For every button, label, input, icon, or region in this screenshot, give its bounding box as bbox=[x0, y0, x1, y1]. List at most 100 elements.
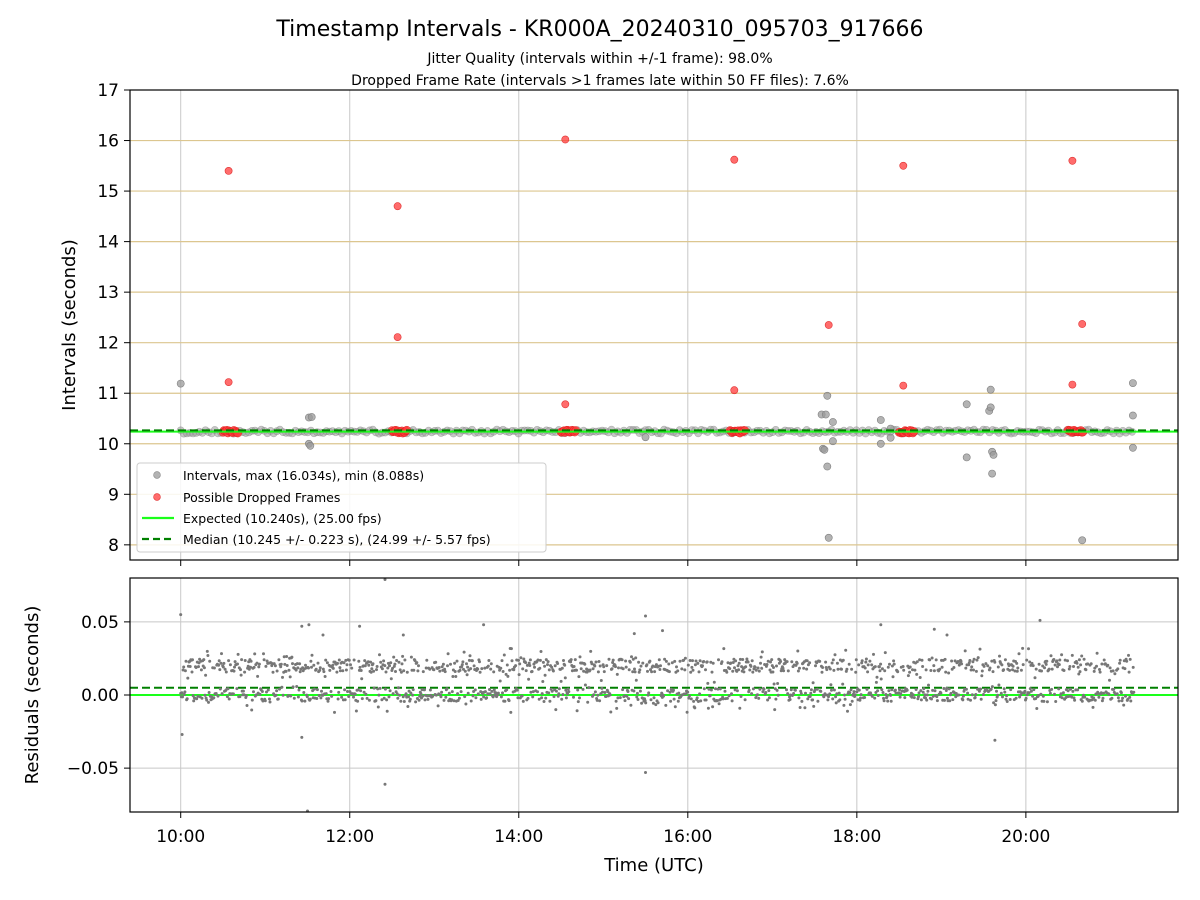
interval-point bbox=[989, 450, 998, 459]
residual-point bbox=[1063, 658, 1067, 662]
residual-point bbox=[265, 659, 269, 663]
residual-point bbox=[709, 688, 713, 692]
residual-point bbox=[1080, 699, 1084, 703]
residual-point bbox=[628, 660, 632, 664]
interval-point bbox=[962, 453, 971, 462]
residual-point bbox=[547, 691, 551, 695]
residual-point bbox=[501, 691, 504, 695]
residual-point bbox=[1115, 692, 1119, 696]
residual-point bbox=[870, 694, 874, 698]
residual-point bbox=[633, 667, 636, 671]
residual-point bbox=[626, 690, 630, 693]
residual-point bbox=[631, 670, 635, 674]
residual-point bbox=[396, 686, 400, 690]
residual-point bbox=[290, 655, 294, 659]
residual-point bbox=[546, 663, 549, 667]
residual-point bbox=[312, 663, 316, 667]
residual-point bbox=[1016, 666, 1020, 670]
residual-point bbox=[550, 689, 554, 693]
residual-point bbox=[994, 699, 998, 703]
residual-point bbox=[446, 652, 450, 656]
residual-point bbox=[710, 670, 714, 674]
residual-point bbox=[1024, 696, 1028, 700]
residual-point bbox=[855, 690, 859, 694]
residual-point bbox=[1097, 695, 1101, 699]
residual-point bbox=[326, 699, 330, 703]
residual-point bbox=[232, 669, 236, 673]
residual-point bbox=[533, 665, 536, 669]
residual-point bbox=[1072, 665, 1075, 668]
residual-point bbox=[463, 669, 467, 673]
residual-point bbox=[296, 666, 300, 670]
residual-point bbox=[183, 690, 187, 694]
residual-point bbox=[196, 694, 200, 698]
residual-point bbox=[707, 687, 711, 691]
intervals-y-tick-label: 9 bbox=[108, 485, 119, 505]
residual-point bbox=[631, 657, 635, 661]
residual-point bbox=[993, 660, 997, 664]
residual-point bbox=[303, 699, 307, 703]
residual-point bbox=[228, 663, 232, 667]
residual-point bbox=[652, 696, 656, 700]
residual-point bbox=[635, 695, 639, 699]
residual-point bbox=[365, 696, 369, 700]
residual-point bbox=[1029, 689, 1033, 693]
residual-point bbox=[377, 693, 381, 697]
residual-point bbox=[195, 697, 199, 701]
residual-point bbox=[294, 668, 298, 672]
residual-point bbox=[582, 669, 586, 673]
chart-subtitle-dropped: Dropped Frame Rate (intervals >1 frames … bbox=[351, 73, 849, 89]
residual-point bbox=[325, 661, 329, 665]
residual-point bbox=[559, 679, 563, 683]
residual-point bbox=[536, 658, 540, 662]
residual-point bbox=[863, 666, 867, 670]
residual-point bbox=[673, 705, 677, 709]
residual-point bbox=[1054, 700, 1058, 703]
residual-point bbox=[457, 696, 461, 700]
residual-point bbox=[1043, 666, 1046, 670]
residual-point bbox=[762, 687, 766, 691]
residual-point bbox=[564, 696, 568, 700]
residual-point bbox=[220, 692, 224, 696]
residual-point bbox=[416, 669, 420, 673]
residual-point bbox=[648, 659, 652, 663]
residual-point bbox=[644, 701, 648, 705]
residual-point bbox=[300, 735, 304, 739]
residual-point bbox=[379, 660, 383, 664]
interval-point bbox=[988, 469, 996, 478]
residual-point bbox=[480, 667, 484, 671]
residual-point bbox=[515, 688, 519, 692]
residual-point bbox=[719, 697, 723, 701]
residual-point bbox=[1015, 661, 1019, 665]
residual-point bbox=[550, 665, 554, 669]
residual-point bbox=[239, 668, 242, 672]
residual-point bbox=[634, 678, 638, 682]
residual-point bbox=[996, 665, 1000, 669]
residual-point bbox=[305, 695, 309, 699]
residual-point bbox=[865, 687, 869, 691]
residual-point bbox=[980, 674, 984, 678]
residual-point bbox=[407, 695, 410, 699]
residual-point bbox=[541, 680, 545, 683]
residual-point bbox=[712, 680, 716, 684]
residual-point bbox=[408, 697, 412, 701]
residual-point bbox=[1082, 657, 1086, 661]
residual-point bbox=[543, 664, 547, 668]
residual-point bbox=[969, 698, 972, 702]
x-tick-label: 16:00 bbox=[663, 827, 712, 847]
residual-point bbox=[602, 665, 606, 669]
residual-point bbox=[389, 661, 393, 665]
residual-point bbox=[589, 649, 593, 653]
residual-point bbox=[434, 693, 438, 697]
residual-point bbox=[1013, 669, 1017, 673]
residual-point bbox=[382, 696, 386, 700]
residual-point bbox=[397, 660, 401, 664]
residual-point bbox=[705, 660, 709, 664]
residual-point bbox=[873, 665, 877, 669]
residual-point bbox=[518, 662, 522, 666]
residual-point bbox=[340, 695, 344, 699]
residual-point bbox=[249, 665, 252, 669]
residual-point bbox=[221, 665, 225, 669]
residual-point bbox=[825, 668, 829, 672]
